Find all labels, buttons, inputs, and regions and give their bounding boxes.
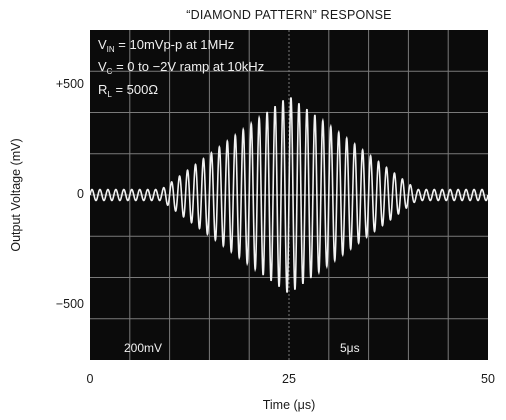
- y-axis-label: Output Voltage (mV): [9, 138, 23, 252]
- annotation-block: VIN = 10mVp-p at 1MHz VC = 0 to −2V ramp…: [98, 37, 360, 355]
- annotation-rl: RL = 500Ω: [98, 82, 158, 99]
- y-tick-label: −500: [55, 297, 84, 311]
- oscilloscope-screen: VIN = 10mVp-p at 1MHz VC = 0 to −2V ramp…: [90, 30, 488, 360]
- trace: [90, 97, 488, 293]
- annotation-vc: VC = 0 to −2V ramp at 10kHz: [98, 59, 264, 76]
- plot-svg: VIN = 10mVp-p at 1MHz VC = 0 to −2V ramp…: [90, 30, 488, 360]
- annotation-volts-per-div: 200mV: [124, 341, 162, 355]
- x-tick-label: 0: [86, 372, 94, 386]
- x-axis-label: Time (μs): [262, 398, 316, 412]
- annotation-time-per-div: 5μs: [340, 341, 360, 355]
- output-voltage-trace: [90, 97, 488, 293]
- annotation-vin: VIN = 10mVp-p at 1MHz: [98, 37, 234, 54]
- x-tick-label: 50: [481, 372, 495, 386]
- y-tick-label: +500: [55, 77, 84, 91]
- x-tick-label: 25: [282, 372, 296, 386]
- y-tick-label: 0: [77, 187, 84, 201]
- chart-title: “DIAMOND PATTERN” RESPONSE: [186, 8, 392, 22]
